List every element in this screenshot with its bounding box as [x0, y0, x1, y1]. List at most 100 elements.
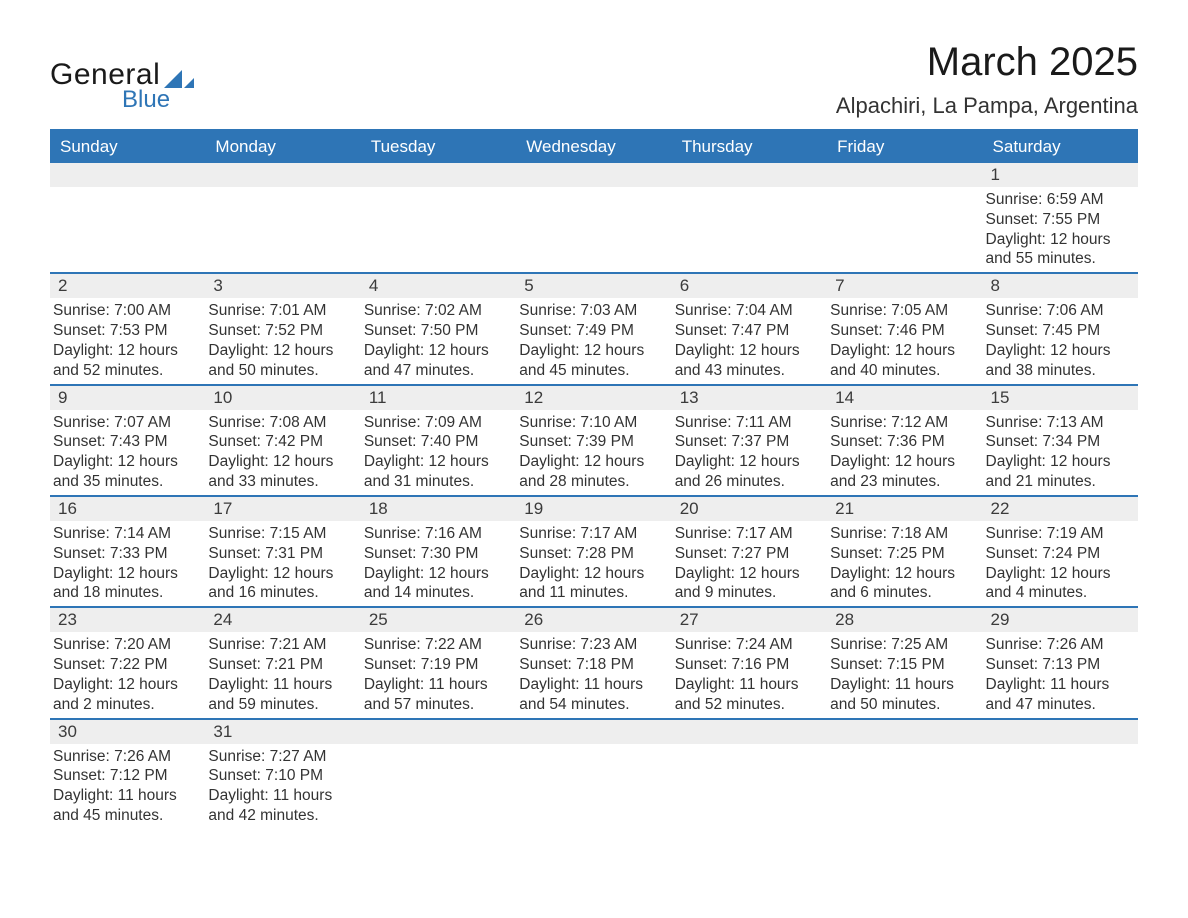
calendar-day: 22Sunrise: 7:19 AMSunset: 7:24 PMDayligh…	[983, 497, 1138, 606]
day-body: Sunrise: 7:12 AMSunset: 7:36 PMDaylight:…	[827, 410, 982, 495]
calendar-day: 8Sunrise: 7:06 AMSunset: 7:45 PMDaylight…	[983, 274, 1138, 383]
sunrise-text: Sunrise: 7:13 AM	[986, 413, 1130, 433]
daylight-text: Daylight: 12 hours and 26 minutes.	[675, 452, 819, 492]
calendar-day: 21Sunrise: 7:18 AMSunset: 7:25 PMDayligh…	[827, 497, 982, 606]
day-body	[827, 187, 982, 267]
sunrise-text: Sunrise: 7:00 AM	[53, 301, 197, 321]
calendar-day: 24Sunrise: 7:21 AMSunset: 7:21 PMDayligh…	[205, 608, 360, 717]
daylight-text: Daylight: 12 hours and 33 minutes.	[208, 452, 352, 492]
location-text: Alpachiri, La Pampa, Argentina	[836, 93, 1138, 119]
day-number	[827, 720, 982, 744]
calendar-day	[827, 720, 982, 829]
day-number: 4	[361, 274, 516, 298]
sunset-text: Sunset: 7:30 PM	[364, 544, 508, 564]
daylight-text: Daylight: 11 hours and 50 minutes.	[830, 675, 974, 715]
day-body	[205, 187, 360, 267]
month-title: March 2025	[836, 40, 1138, 85]
day-body: Sunrise: 7:10 AMSunset: 7:39 PMDaylight:…	[516, 410, 671, 495]
calendar-day: 10Sunrise: 7:08 AMSunset: 7:42 PMDayligh…	[205, 386, 360, 495]
calendar-day	[516, 163, 671, 272]
daylight-text: Daylight: 11 hours and 52 minutes.	[675, 675, 819, 715]
day-number: 8	[983, 274, 1138, 298]
calendar-day: 12Sunrise: 7:10 AMSunset: 7:39 PMDayligh…	[516, 386, 671, 495]
day-body: Sunrise: 7:14 AMSunset: 7:33 PMDaylight:…	[50, 521, 205, 606]
daylight-text: Daylight: 12 hours and 9 minutes.	[675, 564, 819, 604]
daylight-text: Daylight: 12 hours and 28 minutes.	[519, 452, 663, 492]
weekday-monday: Monday	[205, 131, 360, 163]
sunset-text: Sunset: 7:39 PM	[519, 432, 663, 452]
daylight-text: Daylight: 11 hours and 45 minutes.	[53, 786, 197, 826]
day-number: 10	[205, 386, 360, 410]
sunrise-text: Sunrise: 7:14 AM	[53, 524, 197, 544]
sunrise-text: Sunrise: 7:10 AM	[519, 413, 663, 433]
daylight-text: Daylight: 12 hours and 11 minutes.	[519, 564, 663, 604]
sunrise-text: Sunrise: 7:04 AM	[675, 301, 819, 321]
sunset-text: Sunset: 7:27 PM	[675, 544, 819, 564]
day-number: 21	[827, 497, 982, 521]
day-number: 23	[50, 608, 205, 632]
day-number	[672, 720, 827, 744]
day-body: Sunrise: 7:20 AMSunset: 7:22 PMDaylight:…	[50, 632, 205, 717]
sunset-text: Sunset: 7:18 PM	[519, 655, 663, 675]
day-body	[50, 187, 205, 267]
day-body: Sunrise: 7:17 AMSunset: 7:28 PMDaylight:…	[516, 521, 671, 606]
day-number: 29	[983, 608, 1138, 632]
sunrise-text: Sunrise: 7:06 AM	[986, 301, 1130, 321]
sunset-text: Sunset: 7:13 PM	[986, 655, 1130, 675]
calendar-week: 23Sunrise: 7:20 AMSunset: 7:22 PMDayligh…	[50, 606, 1138, 717]
sunrise-text: Sunrise: 7:15 AM	[208, 524, 352, 544]
daylight-text: Daylight: 12 hours and 14 minutes.	[364, 564, 508, 604]
day-body: Sunrise: 7:13 AMSunset: 7:34 PMDaylight:…	[983, 410, 1138, 495]
day-body: Sunrise: 7:25 AMSunset: 7:15 PMDaylight:…	[827, 632, 982, 717]
day-body: Sunrise: 7:18 AMSunset: 7:25 PMDaylight:…	[827, 521, 982, 606]
sunset-text: Sunset: 7:36 PM	[830, 432, 974, 452]
calendar-day: 7Sunrise: 7:05 AMSunset: 7:46 PMDaylight…	[827, 274, 982, 383]
daylight-text: Daylight: 12 hours and 6 minutes.	[830, 564, 974, 604]
sunset-text: Sunset: 7:28 PM	[519, 544, 663, 564]
weekday-friday: Friday	[827, 131, 982, 163]
day-body: Sunrise: 7:23 AMSunset: 7:18 PMDaylight:…	[516, 632, 671, 717]
sunset-text: Sunset: 7:45 PM	[986, 321, 1130, 341]
calendar-week: 9Sunrise: 7:07 AMSunset: 7:43 PMDaylight…	[50, 384, 1138, 495]
day-body: Sunrise: 7:16 AMSunset: 7:30 PMDaylight:…	[361, 521, 516, 606]
day-body	[361, 744, 516, 824]
sunset-text: Sunset: 7:22 PM	[53, 655, 197, 675]
calendar-day: 5Sunrise: 7:03 AMSunset: 7:49 PMDaylight…	[516, 274, 671, 383]
day-number: 20	[672, 497, 827, 521]
day-number	[205, 163, 360, 187]
sunrise-text: Sunrise: 7:22 AM	[364, 635, 508, 655]
sunrise-text: Sunrise: 7:05 AM	[830, 301, 974, 321]
logo-sail-icon	[164, 66, 194, 88]
sunrise-text: Sunrise: 7:18 AM	[830, 524, 974, 544]
day-body: Sunrise: 7:03 AMSunset: 7:49 PMDaylight:…	[516, 298, 671, 383]
daylight-text: Daylight: 12 hours and 55 minutes.	[986, 230, 1130, 270]
logo: General Blue	[50, 40, 194, 114]
calendar-day: 26Sunrise: 7:23 AMSunset: 7:18 PMDayligh…	[516, 608, 671, 717]
day-body: Sunrise: 7:00 AMSunset: 7:53 PMDaylight:…	[50, 298, 205, 383]
day-number: 19	[516, 497, 671, 521]
sunrise-text: Sunrise: 7:21 AM	[208, 635, 352, 655]
sunset-text: Sunset: 7:10 PM	[208, 766, 352, 786]
sunset-text: Sunset: 7:15 PM	[830, 655, 974, 675]
sunset-text: Sunset: 7:55 PM	[986, 210, 1130, 230]
daylight-text: Daylight: 12 hours and 45 minutes.	[519, 341, 663, 381]
day-number: 14	[827, 386, 982, 410]
daylight-text: Daylight: 12 hours and 21 minutes.	[986, 452, 1130, 492]
sunset-text: Sunset: 7:34 PM	[986, 432, 1130, 452]
title-block: March 2025 Alpachiri, La Pampa, Argentin…	[836, 40, 1138, 119]
day-body: Sunrise: 7:02 AMSunset: 7:50 PMDaylight:…	[361, 298, 516, 383]
calendar-day: 18Sunrise: 7:16 AMSunset: 7:30 PMDayligh…	[361, 497, 516, 606]
calendar-day: 14Sunrise: 7:12 AMSunset: 7:36 PMDayligh…	[827, 386, 982, 495]
day-body: Sunrise: 6:59 AMSunset: 7:55 PMDaylight:…	[983, 187, 1138, 272]
daylight-text: Daylight: 12 hours and 4 minutes.	[986, 564, 1130, 604]
day-number: 16	[50, 497, 205, 521]
sunrise-text: Sunrise: 7:02 AM	[364, 301, 508, 321]
sunrise-text: Sunrise: 7:11 AM	[675, 413, 819, 433]
day-body	[516, 744, 671, 824]
calendar-week: 1Sunrise: 6:59 AMSunset: 7:55 PMDaylight…	[50, 163, 1138, 272]
day-number	[361, 720, 516, 744]
daylight-text: Daylight: 11 hours and 47 minutes.	[986, 675, 1130, 715]
sunset-text: Sunset: 7:21 PM	[208, 655, 352, 675]
day-number	[50, 163, 205, 187]
day-body: Sunrise: 7:07 AMSunset: 7:43 PMDaylight:…	[50, 410, 205, 495]
